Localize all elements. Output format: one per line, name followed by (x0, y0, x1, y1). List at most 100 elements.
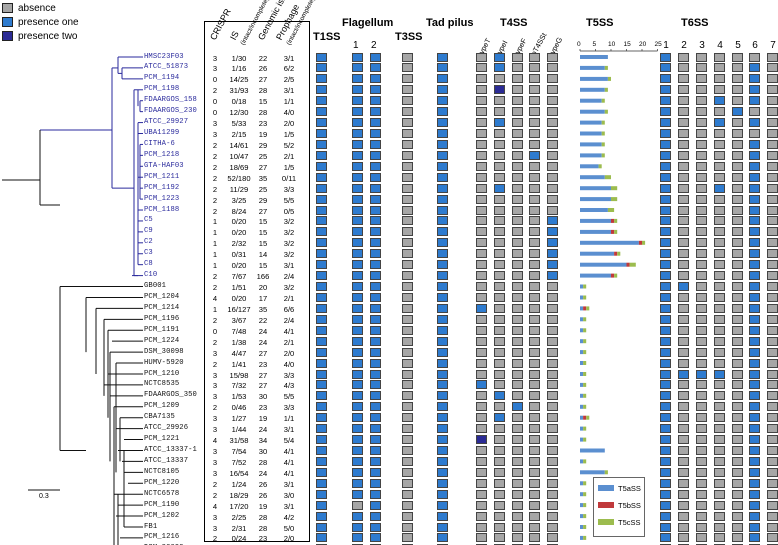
crispr-value: 2 (212, 195, 218, 205)
t6ss-cell-5 (732, 413, 743, 423)
t4ss-cell-pT4SSt (529, 303, 540, 313)
genomic-island-value: 23 (258, 534, 268, 544)
t6ss-cell-4 (714, 500, 725, 510)
t4ss-cell-typeG (547, 74, 558, 84)
prophage-value: 3/1 (283, 501, 295, 511)
t6ss-cell-4 (714, 347, 725, 357)
genomic-island-value: 27 (258, 75, 268, 85)
t4ss-cell-typeG (547, 293, 558, 302)
tad-pilus-cell (437, 150, 448, 160)
t6ss-cell-7 (767, 172, 778, 182)
t6ss-cell-6 (749, 172, 760, 182)
t5ass-bar (580, 306, 584, 311)
t5css-bar (604, 87, 608, 92)
t4ss-cell-typeG (547, 478, 558, 488)
prophage-value: 3/2 (283, 217, 295, 227)
t6ss-cell-2 (678, 500, 689, 510)
t4ss-cell-pT4SSt (529, 271, 540, 281)
t4ss-cell-typeF (512, 358, 523, 368)
t6ss-cell-2 (678, 129, 689, 138)
t4ss-cell-typeT (476, 139, 487, 149)
t6ss-cell-2 (678, 424, 689, 434)
strain-label: PCM_1209 (144, 402, 180, 411)
tad-pilus-cell (437, 63, 448, 73)
t6ss-cell-2 (678, 118, 689, 128)
t6ss-cell-4 (714, 194, 725, 204)
t4ss-cell-typeF (512, 489, 523, 499)
t6ss-cell-5 (732, 96, 743, 106)
t5bss-bar (614, 251, 618, 256)
t6ss-cell-7 (767, 227, 778, 237)
t5ss-tick-label: 15 (623, 41, 631, 48)
t5css-bar (614, 229, 618, 234)
flagellum-2-cell (370, 271, 381, 281)
t4ss-cell-typeG (547, 533, 558, 543)
prophage-value: 4/3 (283, 381, 295, 391)
genomic-island-value: 19 (258, 414, 268, 424)
t6ss-cell-7 (767, 293, 778, 302)
t4ss-cell-typeT (476, 216, 487, 226)
t6ss-cell-7 (767, 118, 778, 128)
t6ss-cell-4 (714, 52, 725, 62)
t5ss-legend-item-a: T5aSS (594, 481, 644, 495)
t5ss-legend-item-b: T5bSS (594, 498, 644, 512)
t4ss-cell-typeF (512, 172, 523, 182)
t1ss-cell (316, 161, 327, 171)
t6ss-cell-5 (732, 194, 743, 204)
t6ss-cell-1 (660, 183, 671, 193)
t6ss-cell-6 (749, 52, 760, 62)
t1ss-cell (316, 314, 327, 324)
t6ss-cell-5 (732, 391, 743, 401)
tad-pilus-cell (437, 314, 448, 324)
t6ss-cell-3 (696, 172, 707, 182)
prophage-value: 4/1 (283, 326, 295, 336)
flagellum-2-cell (370, 358, 381, 368)
genomic-island-value: 26 (258, 64, 268, 74)
t1ss-cell (316, 282, 327, 291)
t5ass-bar (580, 317, 584, 322)
crispr-value: 3 (212, 348, 218, 358)
t4ss-cell-typeF (512, 216, 523, 226)
t6ss-cell-3 (696, 139, 707, 149)
is-value: 16/127 (227, 304, 251, 314)
prophage-value: 1/1 (283, 97, 295, 107)
t6ss-cell-2 (678, 446, 689, 455)
t4ss-cell-typeT (476, 467, 487, 477)
crispr-value: 2 (212, 479, 218, 489)
t6ss-cell-5 (732, 249, 743, 259)
t3ss-cell (402, 118, 413, 128)
t4ss-cell-pT4SSt (529, 511, 540, 521)
prophage-value: 1/1 (283, 414, 295, 424)
t4ss-cell-typeG (547, 456, 558, 466)
t6ss-cell-6 (749, 358, 760, 368)
t6ss-cell-3 (696, 107, 707, 117)
is-value: 0/20 (231, 228, 247, 238)
t6ss-cell-7 (767, 467, 778, 477)
t6ss-cell-5 (732, 522, 743, 532)
t6ss-cell-7 (767, 260, 778, 270)
prophage-value: 2/0 (283, 348, 295, 358)
strain-label: PCM_1194 (144, 74, 180, 83)
is-value: 1/44 (231, 425, 247, 435)
t6ss-cell-1 (660, 85, 671, 95)
genomic-island-value: 22 (258, 53, 268, 63)
t5ass-bar (580, 372, 584, 376)
t6ss-cell-7 (767, 52, 778, 62)
strain-label: PCM_1224 (144, 336, 180, 345)
t6ss-cell-4 (714, 489, 725, 499)
t6ss-cell-7 (767, 489, 778, 499)
t4ss-cell-pT4SSt (529, 489, 540, 499)
t6ss-cell-6 (749, 456, 760, 466)
t4ss-cell-typeT (476, 456, 487, 466)
is-value: 0/24 (231, 534, 247, 544)
tad-pilus-cell (437, 118, 448, 128)
t4ss-cell-typeI (494, 205, 505, 215)
t6ss-cell-3 (696, 413, 707, 423)
t6ss-cell-1 (660, 172, 671, 182)
t4ss-header: T4SS (500, 17, 528, 29)
t6ss-cell-4 (714, 303, 725, 313)
is-value: 11/29 (229, 184, 249, 194)
t6ss-cell-4 (714, 402, 725, 412)
t5ass-bar (580, 120, 602, 125)
